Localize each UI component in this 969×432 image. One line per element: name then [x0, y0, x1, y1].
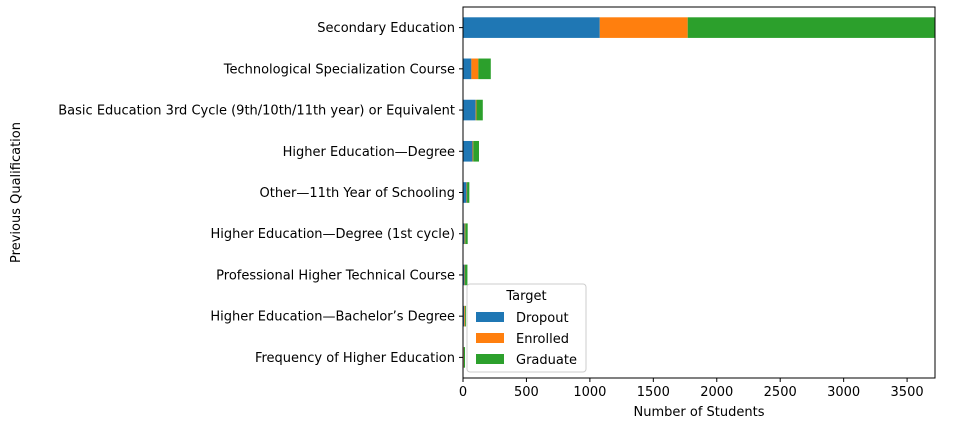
- bar-enrolled-7: [464, 305, 466, 327]
- x-tick-label-1: 500: [514, 385, 539, 400]
- bar-dropout-4: [463, 182, 467, 203]
- bar-graduate-6: [465, 264, 468, 286]
- y-axis-label: Previous Qualification: [9, 122, 24, 263]
- y-tick-label-2: Basic Education 3rd Cycle (9th/10th/11th…: [58, 104, 455, 119]
- plot-frame: [462, 6, 936, 379]
- bar-graduate-5: [465, 223, 468, 245]
- bar-enrolled-5: [464, 223, 466, 245]
- axes-layer: Secondary Education Technological Special…: [58, 6, 936, 400]
- y-tick-label-5: Higher Education—Degree (1st cycle): [210, 227, 455, 242]
- bar-dropout-0: [463, 17, 600, 38]
- legend-swatch-graduate: [476, 354, 504, 364]
- bar-dropout-2: [463, 99, 476, 121]
- legend-swatch-enrolled: [476, 333, 504, 343]
- y-tick-label-7: Higher Education—Bachelor’s Degree: [210, 310, 455, 325]
- x-tick-label-3: 1500: [637, 385, 670, 400]
- bar-enrolled-6: [464, 264, 466, 286]
- x-tick-label-7: 3500: [891, 385, 924, 400]
- y-tick-label-8: Frequency of Higher Education: [255, 351, 455, 366]
- x-axis-label: Number of Students: [634, 405, 765, 420]
- x-tick-label-5: 2500: [764, 385, 797, 400]
- x-tick-label-4: 2000: [700, 385, 733, 400]
- bar-graduate-4: [467, 182, 470, 203]
- legend: Target Dropout Enrolled Graduate: [466, 283, 587, 373]
- legend-swatch-dropout: [476, 312, 504, 322]
- bar-enrolled-0: [599, 17, 688, 38]
- x-tick-label-2: 1000: [573, 385, 606, 400]
- bar-graduate-1: [478, 58, 491, 80]
- legend-box: [466, 283, 587, 373]
- bar-graduate-0: [687, 17, 935, 38]
- legend-label-dropout: Dropout: [516, 311, 569, 326]
- bars-layer: [463, 17, 935, 368]
- bar-dropout-7: [463, 305, 465, 327]
- y-tick-label-3: Higher Education—Degree: [283, 145, 455, 160]
- bar-enrolled-3: [472, 140, 474, 162]
- bar-graduate-8: [464, 347, 466, 368]
- bar-graduate-3: [473, 140, 479, 162]
- y-tick-label-4: Other—11th Year of Schooling: [259, 186, 455, 201]
- legend-label-graduate: Graduate: [516, 353, 577, 368]
- bar-dropout-5: [463, 223, 465, 245]
- bar-dropout-3: [463, 140, 473, 162]
- bar-enrolled-2: [475, 99, 477, 121]
- y-tick-label-6: Professional Higher Technical Course: [216, 268, 455, 283]
- bar-graduate-2: [476, 99, 483, 121]
- x-tick-label-6: 3000: [827, 385, 860, 400]
- bar-dropout-6: [463, 264, 465, 286]
- bar-graduate-7: [465, 305, 467, 327]
- legend-label-enrolled: Enrolled: [516, 332, 569, 347]
- bar-enrolled-4: [466, 182, 468, 203]
- y-tick-label-0: Secondary Education: [317, 21, 455, 36]
- x-tick-label-0: 0: [459, 385, 467, 400]
- bar-dropout-1: [463, 58, 472, 80]
- bar-enrolled-1: [471, 58, 479, 80]
- y-tick-label-1: Technological Specialization Course: [223, 62, 455, 77]
- legend-title: Target: [505, 289, 546, 304]
